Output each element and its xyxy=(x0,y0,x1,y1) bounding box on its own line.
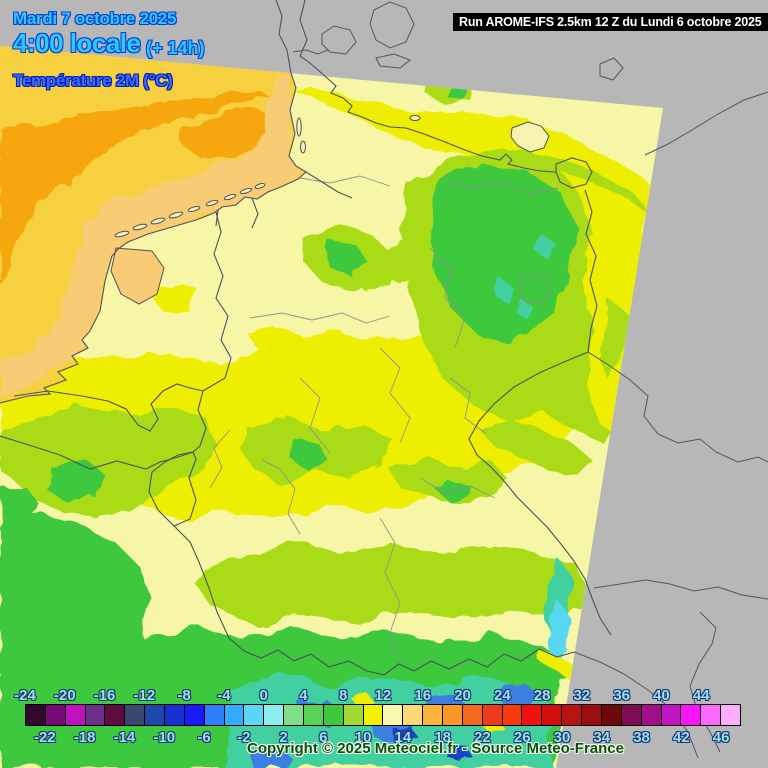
scale-cell xyxy=(26,705,46,725)
scale-cell xyxy=(582,705,602,725)
scale-label: 2 xyxy=(279,729,288,746)
scale-label: 14 xyxy=(394,729,412,746)
outside-borders xyxy=(292,1,768,759)
scale-cell xyxy=(482,705,503,725)
scale-label: -6 xyxy=(197,729,211,746)
scale-label: 8 xyxy=(339,687,348,704)
scale-cell xyxy=(85,705,106,725)
scale-label: -12 xyxy=(133,687,156,704)
scale-label: 0 xyxy=(259,687,268,704)
scale-cell xyxy=(165,705,185,725)
scale-label: 6 xyxy=(319,729,328,746)
scale-label: 30 xyxy=(553,729,571,746)
scale-cell xyxy=(244,705,265,725)
scale-cell xyxy=(601,705,622,725)
scale-label: 24 xyxy=(493,687,511,704)
scale-cell xyxy=(443,705,463,725)
coastlines xyxy=(0,0,593,404)
scale-label: 38 xyxy=(633,729,650,746)
scale-cell xyxy=(45,705,66,725)
scale-cell xyxy=(542,705,563,725)
scale-cell xyxy=(681,705,702,725)
forecast-local-time: 4:00 locale xyxy=(13,28,141,58)
scale-cell xyxy=(224,705,245,725)
scale-cell xyxy=(721,705,740,725)
scale-cell xyxy=(403,705,424,725)
scale-cell xyxy=(125,705,146,725)
scale-label: -24 xyxy=(14,687,36,704)
scale-label: -2 xyxy=(237,729,251,746)
scale-label: 34 xyxy=(593,729,611,746)
scale-label: -10 xyxy=(153,729,176,746)
islands xyxy=(114,115,550,238)
scale-cell xyxy=(343,705,364,725)
scale-label: 16 xyxy=(414,687,432,704)
scale-label: 40 xyxy=(653,687,670,704)
scale-label: 46 xyxy=(712,729,730,746)
scale-label: -20 xyxy=(53,687,76,704)
scale-label: 10 xyxy=(354,729,372,746)
color-scale-cells xyxy=(25,704,741,726)
copyright-notice: Copyright © 2025 Meteociel.fr - Source M… xyxy=(247,740,624,757)
sea-temperature-bands xyxy=(0,75,306,398)
scale-label: 12 xyxy=(374,687,392,704)
scale-label: 22 xyxy=(474,729,491,746)
scale-cell xyxy=(621,705,642,725)
scale-cell xyxy=(462,705,483,725)
model-run-banner: Run AROME-IFS 2.5km 12 Z du Lundi 6 octo… xyxy=(453,13,768,31)
scale-cell xyxy=(502,705,523,725)
scale-label: 44 xyxy=(692,687,710,704)
scale-label: 26 xyxy=(513,729,531,746)
scale-label: 36 xyxy=(613,687,630,704)
scale-cell xyxy=(641,705,662,725)
scale-cell xyxy=(701,705,722,725)
scale-cell xyxy=(383,705,404,725)
scale-cell xyxy=(323,705,344,725)
scale-cell xyxy=(105,705,126,725)
scale-label: 4 xyxy=(299,687,308,704)
scale-label: -14 xyxy=(113,729,136,746)
state-borders xyxy=(209,175,559,659)
scale-label: -18 xyxy=(73,729,96,746)
scale-cell xyxy=(65,705,86,725)
scale-label: -8 xyxy=(177,687,191,704)
forecast-hour-offset: (+ 14h) xyxy=(146,38,205,58)
scale-cell xyxy=(145,705,166,725)
scale-cell xyxy=(661,705,682,725)
scale-cell xyxy=(204,705,225,725)
scale-label: 42 xyxy=(672,729,690,746)
scale-label: -22 xyxy=(34,729,56,746)
scale-cell xyxy=(284,705,305,725)
country-borders xyxy=(0,189,612,676)
parameter-label: Température 2M (°C) xyxy=(13,71,173,90)
scale-cell xyxy=(562,705,583,725)
ijsselmeer xyxy=(110,247,165,305)
scale-cell xyxy=(264,705,285,725)
forecast-date: Mardi 7 octobre 2025 xyxy=(13,9,177,28)
scale-cell xyxy=(304,705,324,725)
scale-label: 32 xyxy=(573,687,591,704)
scale-label: -4 xyxy=(217,687,231,704)
scale-cell xyxy=(184,705,205,725)
scale-cell xyxy=(363,705,384,725)
scale-label: -16 xyxy=(93,687,116,704)
scale-cell xyxy=(522,705,543,725)
scale-cell xyxy=(423,705,444,725)
scale-label: 20 xyxy=(454,687,471,704)
scale-label: 28 xyxy=(533,687,551,704)
scale-label: 18 xyxy=(434,729,451,746)
